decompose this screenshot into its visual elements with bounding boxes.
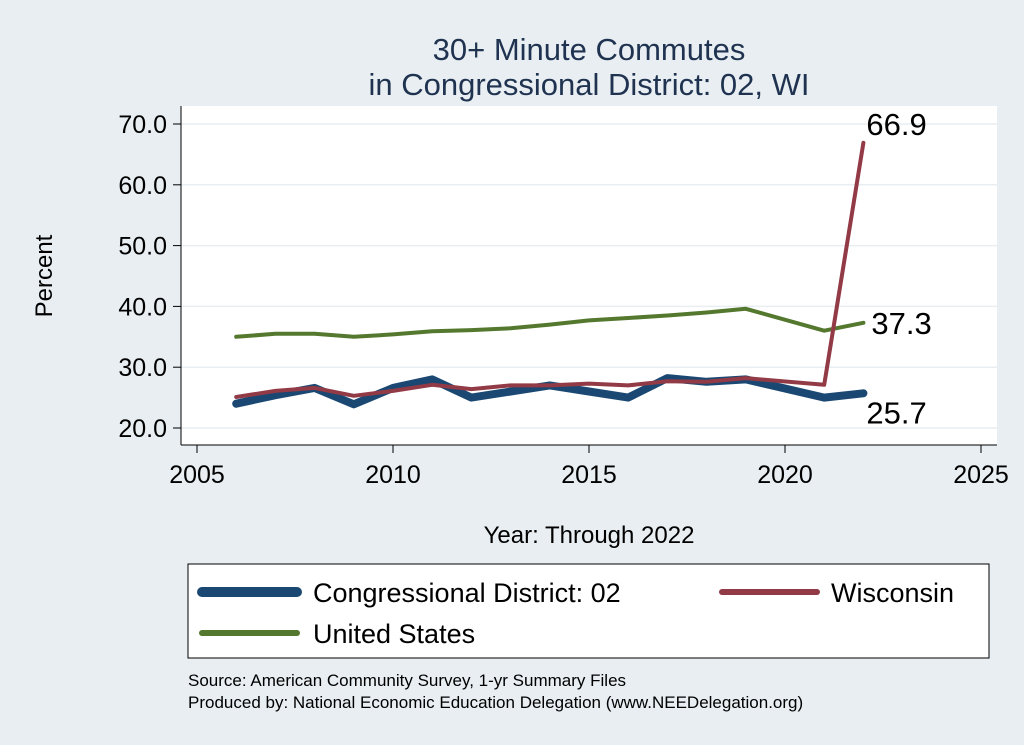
y-axis-ticks: 20.0 30.0 40.0 50.0 60.0 70.0 bbox=[118, 111, 181, 443]
x-tick-label: 2020 bbox=[757, 461, 813, 489]
end-label-congressional-district-02: 25.7 bbox=[866, 395, 926, 430]
legend-box bbox=[187, 563, 990, 659]
source-note: Source: American Community Survey, 1-yr … bbox=[188, 671, 626, 690]
end-labels: 25.7 66.9 37.3 bbox=[866, 107, 931, 430]
y-tick-label: 20.0 bbox=[118, 415, 167, 443]
end-label-united-states: 37.3 bbox=[871, 306, 931, 341]
x-axis-ticks: 2005 2010 2015 2020 2025 bbox=[169, 445, 1009, 489]
x-tick-label: 2005 bbox=[169, 461, 225, 489]
gridlines bbox=[181, 123, 997, 429]
y-tick-label: 40.0 bbox=[118, 293, 167, 321]
chart-title-line-2: in Congressional District: 02, WI bbox=[368, 67, 809, 102]
legend-label-congressional-district: Congressional District: 02 bbox=[313, 578, 621, 608]
y-tick-label: 30.0 bbox=[118, 354, 167, 382]
x-tick-label: 2025 bbox=[953, 461, 1009, 489]
producer-note: Produced by: National Economic Education… bbox=[188, 693, 803, 712]
legend: Congressional District: 02 Wisconsin Uni… bbox=[187, 563, 990, 659]
x-tick-label: 2010 bbox=[365, 461, 421, 489]
series-line-wisconsin bbox=[234, 140, 866, 399]
y-axis-label: Percent bbox=[31, 234, 58, 317]
legend-label-wisconsin: Wisconsin bbox=[831, 578, 954, 608]
chart-title-line-1: 30+ Minute Commutes bbox=[433, 32, 746, 67]
x-axis-label: Year: Through 2022 bbox=[484, 522, 695, 549]
y-tick-label: 70.0 bbox=[118, 111, 167, 139]
legend-label-united-states: United States bbox=[313, 619, 475, 649]
y-tick-label: 50.0 bbox=[118, 233, 167, 261]
series-lines bbox=[232, 140, 868, 409]
x-tick-label: 2015 bbox=[561, 461, 617, 489]
y-tick-label: 60.0 bbox=[118, 172, 167, 200]
series-line-united-states bbox=[234, 306, 866, 339]
end-label-wisconsin: 66.9 bbox=[866, 107, 926, 142]
